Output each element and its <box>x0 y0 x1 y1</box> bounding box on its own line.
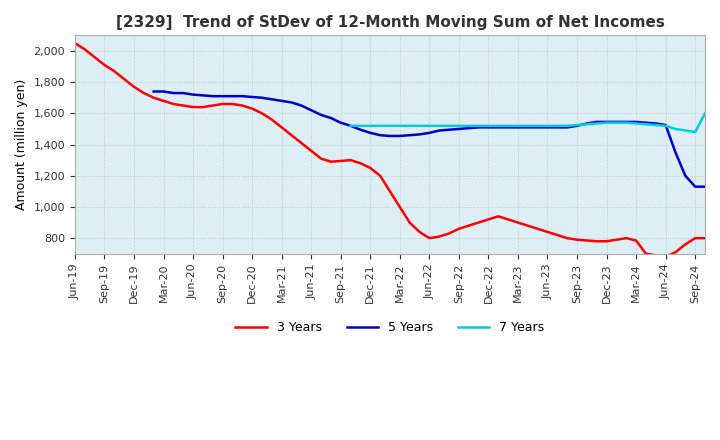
5 Years <box>534 125 542 130</box>
5 Years <box>149 89 158 94</box>
7 Years <box>701 111 709 116</box>
7 Years <box>346 123 355 128</box>
7 Years <box>602 120 611 125</box>
5 Years <box>179 90 187 95</box>
5 Years <box>523 125 532 130</box>
Title: [2329]  Trend of StDev of 12-Month Moving Sum of Net Incomes: [2329] Trend of StDev of 12-Month Moving… <box>115 15 665 30</box>
5 Years <box>701 184 709 189</box>
3 Years <box>701 235 709 241</box>
7 Years <box>356 123 365 128</box>
3 Years <box>258 111 266 116</box>
7 Years <box>681 128 690 133</box>
7 Years <box>563 123 572 128</box>
7 Years <box>622 120 631 125</box>
5 Years <box>297 103 306 108</box>
7 Years <box>642 121 650 127</box>
7 Years <box>484 123 492 128</box>
7 Years <box>593 121 601 126</box>
Y-axis label: Amount (million yen): Amount (million yen) <box>15 79 28 210</box>
7 Years <box>631 121 640 126</box>
7 Years <box>661 123 670 128</box>
5 Years <box>386 133 395 139</box>
7 Years <box>366 123 374 128</box>
7 Years <box>504 123 513 128</box>
7 Years <box>671 126 680 132</box>
7 Years <box>582 121 591 127</box>
7 Years <box>523 123 532 128</box>
3 Years <box>612 237 621 242</box>
7 Years <box>612 120 621 125</box>
7 Years <box>415 123 424 128</box>
7 Years <box>464 123 473 128</box>
Line: 7 Years: 7 Years <box>351 114 705 132</box>
7 Years <box>376 123 384 128</box>
Line: 5 Years: 5 Years <box>153 92 705 187</box>
5 Years <box>690 184 699 189</box>
3 Years <box>218 101 227 106</box>
7 Years <box>445 123 454 128</box>
7 Years <box>435 123 444 128</box>
7 Years <box>494 123 503 128</box>
7 Years <box>405 123 414 128</box>
3 Years <box>336 158 345 164</box>
7 Years <box>474 123 483 128</box>
7 Years <box>572 122 581 128</box>
Legend: 3 Years, 5 Years, 7 Years: 3 Years, 5 Years, 7 Years <box>230 316 549 339</box>
7 Years <box>534 123 542 128</box>
7 Years <box>543 123 552 128</box>
7 Years <box>690 129 699 135</box>
7 Years <box>395 123 404 128</box>
7 Years <box>652 122 660 128</box>
Line: 3 Years: 3 Years <box>75 43 705 257</box>
3 Years <box>395 204 404 209</box>
7 Years <box>425 123 433 128</box>
3 Years <box>661 254 670 260</box>
5 Years <box>169 90 178 95</box>
7 Years <box>513 123 522 128</box>
7 Years <box>386 123 395 128</box>
3 Years <box>681 242 690 247</box>
7 Years <box>454 123 463 128</box>
7 Years <box>553 123 562 128</box>
3 Years <box>71 40 79 46</box>
